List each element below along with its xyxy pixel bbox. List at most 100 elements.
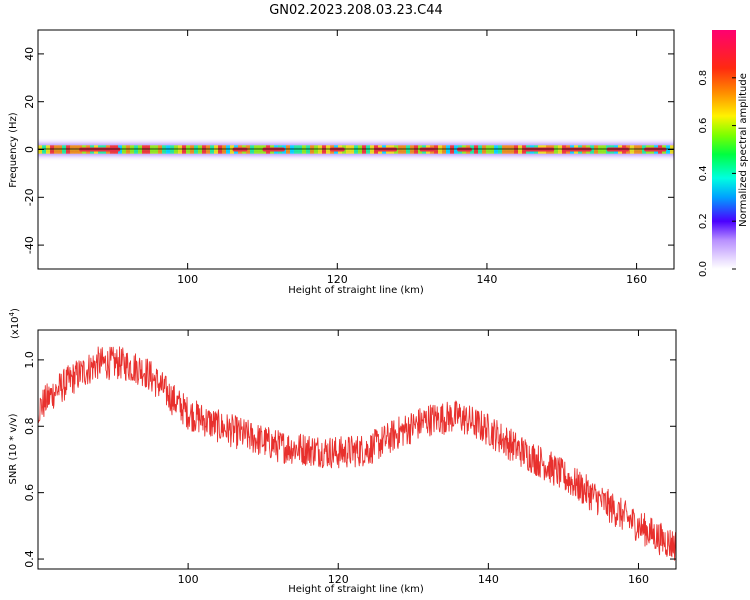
signal-cell [446,145,451,154]
signal-cell [130,145,135,154]
colorbar-ticks: 0.0 0.2 0.4 0.6 0.8 [698,70,736,277]
signal-peak [524,147,555,152]
x-tick-label: 160 [626,273,647,286]
signal-cell [170,145,175,154]
signal-cell [322,145,327,154]
signal-cell [222,145,227,154]
x-tick-label: 120 [327,273,348,286]
signal-cell [286,145,291,154]
signal-cell [406,145,411,154]
signal-peak [457,147,472,152]
signal-cell [174,145,179,154]
x-tick-label: 140 [478,573,499,586]
signal-cell [138,145,143,154]
signal-cell [194,145,199,154]
x-tick-label: 160 [628,573,649,586]
signal-cell [598,145,603,154]
signal-cell [54,145,59,154]
signal-cell [166,145,171,154]
signal-cell [134,145,139,154]
signal-cell [146,145,151,154]
spectrogram-panel: 100 120 140 160 -40 -20 0 20 40 Height of straig… [8,29,675,296]
signal-cell [246,145,251,154]
signal-cell [346,145,351,154]
colorbar-label: Normalized spectral amplitude [738,73,749,227]
signal-peak [232,147,248,152]
snr-xlabel: Height of straight line (km) [288,584,424,595]
signal-cell [226,145,231,154]
signal-cell [74,145,79,154]
figure-title: GN02.2023.208.03.23.C44 [269,3,443,18]
signal-cell [638,145,643,154]
signal-cell [558,145,563,154]
snr-frame [37,329,677,570]
snr-scale-prefix: (x10 [10,316,21,339]
signal-cell [62,145,67,154]
signal-cell [230,145,235,154]
signal-cell [66,145,71,154]
signal-cell [154,145,159,154]
colorbar-tick-label: 0.8 [698,70,709,86]
signal-cell [258,145,263,154]
signal-cell [414,145,419,154]
signal-cell [398,145,403,154]
signal-cell [70,145,75,154]
signal-cell [590,145,595,154]
signal-cell [630,145,635,154]
signal-cell [438,145,443,154]
signal-cell [434,145,439,154]
snr-axes: 100 120 140 160 0.4 0.6 0.8 1.0 [23,330,676,586]
signal-cell [50,145,55,154]
signal-cell [594,145,599,154]
snr-panel: 100 120 140 160 0.4 0.6 0.8 1.0 Height of strai… [8,308,677,595]
signal-cell [250,145,255,154]
signal-cell [198,145,203,154]
signal-peak [644,147,667,152]
signal-cell [210,145,215,154]
signal-cell [506,145,511,154]
colorbar-tick-label: 0.0 [698,261,709,277]
snr-ylabel: SNR (10 * v/v) [8,413,19,484]
signal-cell [358,145,363,154]
signal-cell [298,145,303,154]
spectrogram-heatmap [38,137,674,162]
signal-cell [498,145,503,154]
signal-cell [182,145,187,154]
signal-cell [302,145,307,154]
y-tick-label: 1.0 [23,351,36,369]
signal-cell [602,145,607,154]
y-tick-label: -20 [23,188,36,206]
signal-cell [122,145,127,154]
signal-peak [561,147,592,152]
signal-cell [202,145,207,154]
snr-scale-suffix: ) [10,308,21,312]
y-tick-label: 0.4 [23,550,36,568]
spectrogram-ylabel: Frequency (Hz) [8,112,19,188]
y-tick-label: 0.6 [23,484,36,502]
signal-cell [326,145,331,154]
signal-cell [58,145,63,154]
signal-cell [354,145,359,154]
signal-peak [606,147,630,152]
signal-cell [450,145,455,154]
signal-cell [162,145,167,154]
signal-cell [294,145,299,154]
signal-cell [150,145,155,154]
signal-peak [79,147,121,152]
signal-cell [494,145,499,154]
y-tick-label: -40 [23,236,36,254]
signal-cell [514,145,519,154]
x-tick-label: 120 [328,573,349,586]
signal-cell [350,145,355,154]
signal-cell [442,145,447,154]
signal-cell [370,145,375,154]
signal-cell [306,145,311,154]
signal-cell [314,145,319,154]
signal-cell [142,145,147,154]
signal-peak [262,147,285,152]
snr-scale-exponent: 4 [8,311,16,316]
signal-peak [419,147,435,152]
signal-cell [474,145,479,154]
y-tick-label: 0 [23,146,36,153]
snr-series-line [38,346,676,562]
